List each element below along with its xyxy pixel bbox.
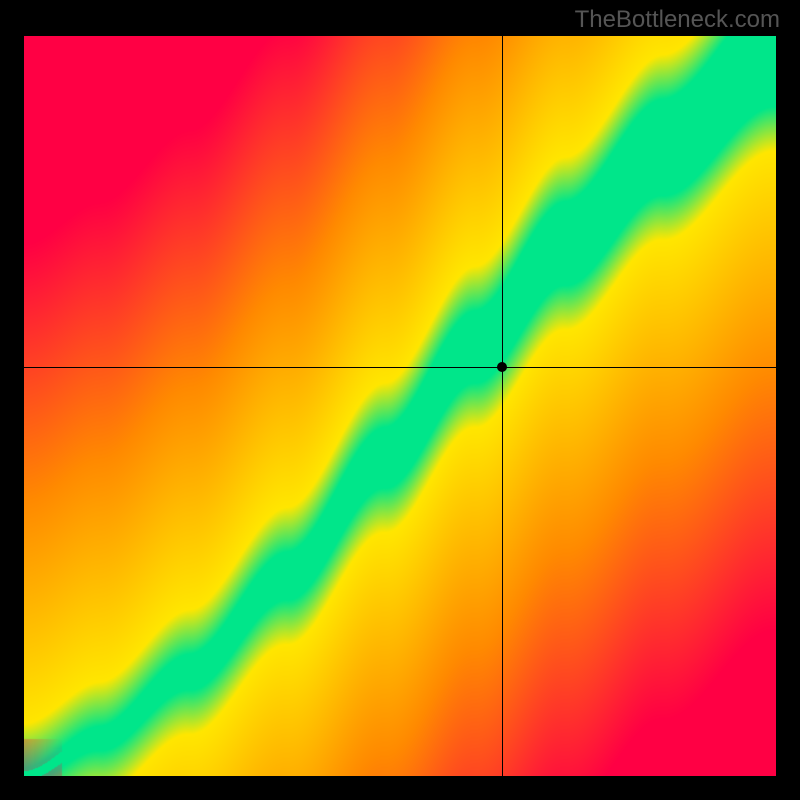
- crosshair-vertical: [502, 36, 503, 776]
- heatmap-plot: [24, 36, 776, 776]
- watermark-text: TheBottleneck.com: [575, 6, 780, 34]
- heatmap-canvas: [24, 36, 776, 776]
- crosshair-horizontal: [24, 367, 776, 368]
- crosshair-marker: [497, 362, 507, 372]
